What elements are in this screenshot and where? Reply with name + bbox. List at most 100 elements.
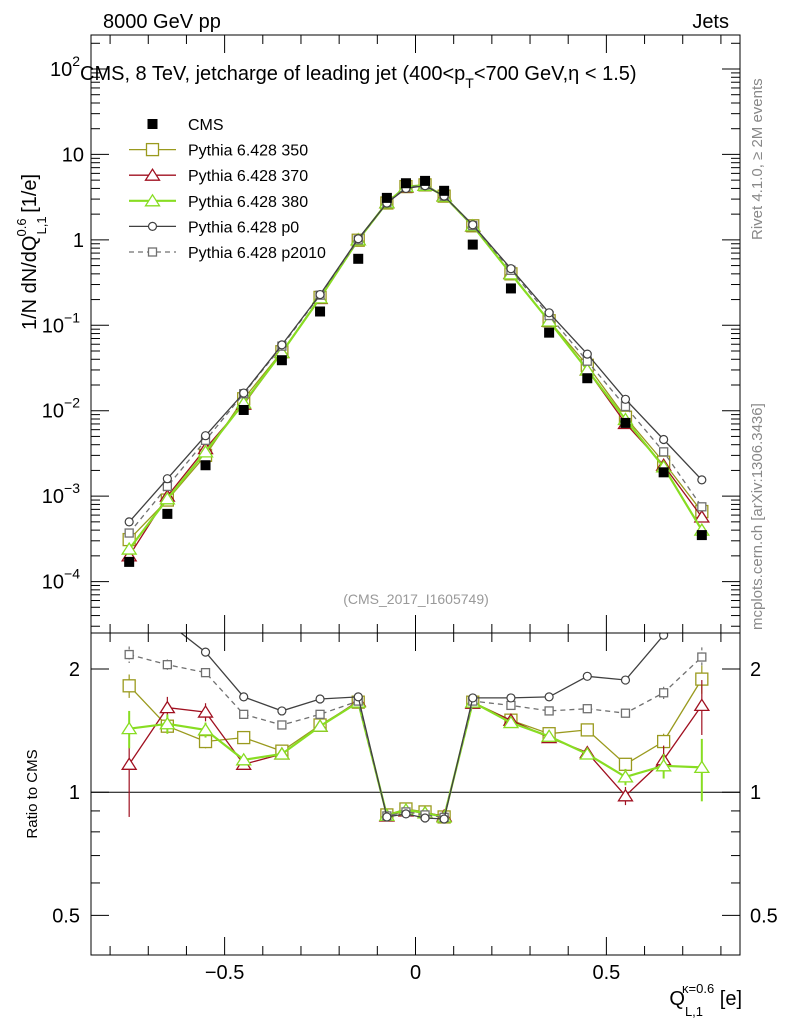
- ratio-line-p0: [179, 633, 666, 820]
- ratio-point-p350: [580, 723, 594, 737]
- ratio-point-p350: [618, 757, 633, 771]
- x-tick-label: −0.5: [205, 962, 244, 984]
- ratio-point-p0: [382, 812, 392, 822]
- main-point-p0: [544, 308, 554, 318]
- ratio-point-p0: [468, 693, 478, 703]
- chart-title: CMS, 8 TeV, jetcharge of leading jet (40…: [80, 63, 637, 91]
- rivet-version-label: Rivet 4.1.0, ≥ 2M events: [749, 78, 766, 240]
- main-line-p0: [128, 185, 703, 523]
- main-point-cms: [353, 253, 364, 264]
- main-y-tick-label: 10−1: [42, 309, 80, 337]
- ratio-point-p2010: [544, 706, 554, 716]
- main-series-layer: [120, 175, 711, 567]
- main-line-p2010: [128, 184, 703, 534]
- ratio-point-p380: [159, 716, 176, 730]
- y-label-superscript: 0.6: [14, 218, 29, 236]
- legend-marker-p380: [144, 193, 161, 207]
- ratio-point-p380: [579, 746, 596, 760]
- ratio-y-tick-label-right: 0.5: [750, 905, 778, 927]
- ratio-point-p380: [502, 715, 520, 729]
- ratio-point-p380: [693, 760, 711, 774]
- y-label-base: 1/N dN/dQ: [19, 236, 41, 330]
- main-point-cms: [400, 178, 411, 189]
- ratio-point-p370: [693, 698, 711, 712]
- main-point-p380: [197, 444, 214, 458]
- ratio-line-p350: [128, 678, 703, 818]
- ratio-point-p2010: [162, 660, 173, 670]
- main-axis-ticks: [91, 35, 740, 633]
- main-point-p2010: [658, 447, 669, 457]
- main-point-cms: [238, 404, 249, 415]
- main-point-cms: [124, 556, 135, 567]
- main-panel: 10−4 10−3 10−2 10−1 1 10 102 (CMS_2017_I160574…: [14, 34, 741, 634]
- ratio-point-p2010: [582, 704, 592, 714]
- main-y-tick-labels: 10−4 10−3 10−2 10−1 1 10 102: [42, 53, 84, 594]
- main-point-p0: [315, 289, 325, 300]
- ratio-point-p370: [617, 788, 634, 802]
- main-y-tick-label: 102: [50, 53, 80, 81]
- ratio-point-p350: [122, 679, 136, 693]
- legend-label-cms: CMS: [188, 117, 224, 134]
- legend-label-p370: Pythia 6.428 370: [188, 168, 308, 185]
- mcplots-reference-label: mcplots.cern.ch [arXiv:1306.3436]: [749, 403, 766, 630]
- main-point-p0: [200, 431, 211, 441]
- main-point-p380: [159, 491, 176, 505]
- main-point-cms: [200, 460, 211, 471]
- main-y-tick-label: 10: [62, 144, 84, 166]
- ratio-point-p0: [239, 692, 249, 702]
- ratio-point-p0: [582, 671, 592, 681]
- main-point-cms: [162, 508, 173, 519]
- x-label-unit: [e]: [714, 988, 742, 1010]
- x-tick-labels: −0.5 0 0.5: [205, 962, 620, 984]
- ratio-axis-ticks: [91, 633, 740, 956]
- main-point-p370: [693, 509, 711, 523]
- main-point-cms: [658, 467, 669, 478]
- main-point-p0: [582, 349, 592, 359]
- ratio-point-p380: [311, 718, 329, 732]
- ratio-y-tick-label-right: 1: [750, 782, 761, 804]
- ratio-point-p0: [659, 633, 669, 640]
- ratio-point-p380: [617, 769, 634, 783]
- main-point-cms: [620, 417, 631, 428]
- chart-title-rest: <700 GeV,η < 1.5): [474, 63, 637, 85]
- main-point-p2010: [162, 481, 173, 492]
- main-point-cms: [420, 175, 431, 186]
- ratio-series-layer: [120, 599, 711, 824]
- legend-marker-p2010: [147, 247, 158, 257]
- ratio-point-p0: [163, 618, 171, 626]
- main-point-p0: [620, 394, 631, 404]
- ratio-y-tick-label-left: 2: [69, 659, 80, 681]
- analysis-watermark: (CMS_2017_I1605749): [343, 591, 489, 607]
- main-point-cms: [439, 185, 450, 196]
- ratio-y-tick-label-right: 2: [750, 659, 761, 681]
- ratio-point-p380: [197, 722, 214, 736]
- x-axis-label: QL,1 κ=0.6 [e]: [669, 981, 742, 1019]
- main-point-p0: [162, 474, 172, 484]
- ratio-point-p0: [401, 809, 411, 819]
- ratio-point-p2010: [697, 652, 707, 662]
- chart-title-main: CMS, 8 TeV, jetcharge of leading jet (40…: [80, 63, 465, 85]
- y-label-subscript: L,1: [34, 216, 49, 234]
- ratio-line-p380: [129, 700, 702, 819]
- legend-marker-cms: [147, 119, 158, 129]
- ratio-point-p2010: [124, 649, 134, 660]
- header-jets-label: Jets: [692, 11, 729, 33]
- ratio-point-p0: [544, 692, 554, 702]
- ratio-point-p0: [125, 599, 133, 607]
- main-y-tick-label: 10−3: [42, 480, 80, 508]
- ratio-point-p380: [120, 721, 138, 735]
- ratio-point-p350: [237, 730, 251, 745]
- x-tick-label: 0.5: [592, 962, 620, 984]
- x-label-subscript: L,1: [685, 1004, 703, 1019]
- x-tick-label: 0: [410, 962, 421, 984]
- ratio-point-p370: [197, 704, 214, 718]
- main-point-p0: [468, 220, 478, 230]
- ratio-point-p2010: [200, 667, 211, 678]
- ratio-point-p0: [506, 693, 516, 703]
- legend-marker-p350: [145, 142, 160, 157]
- main-point-p0: [659, 434, 669, 445]
- ratio-point-p370: [120, 757, 138, 770]
- ratio-panel-frame: [90, 632, 741, 956]
- ratio-point-p2010: [277, 720, 287, 730]
- y-label-unit: [1/e]: [19, 174, 41, 218]
